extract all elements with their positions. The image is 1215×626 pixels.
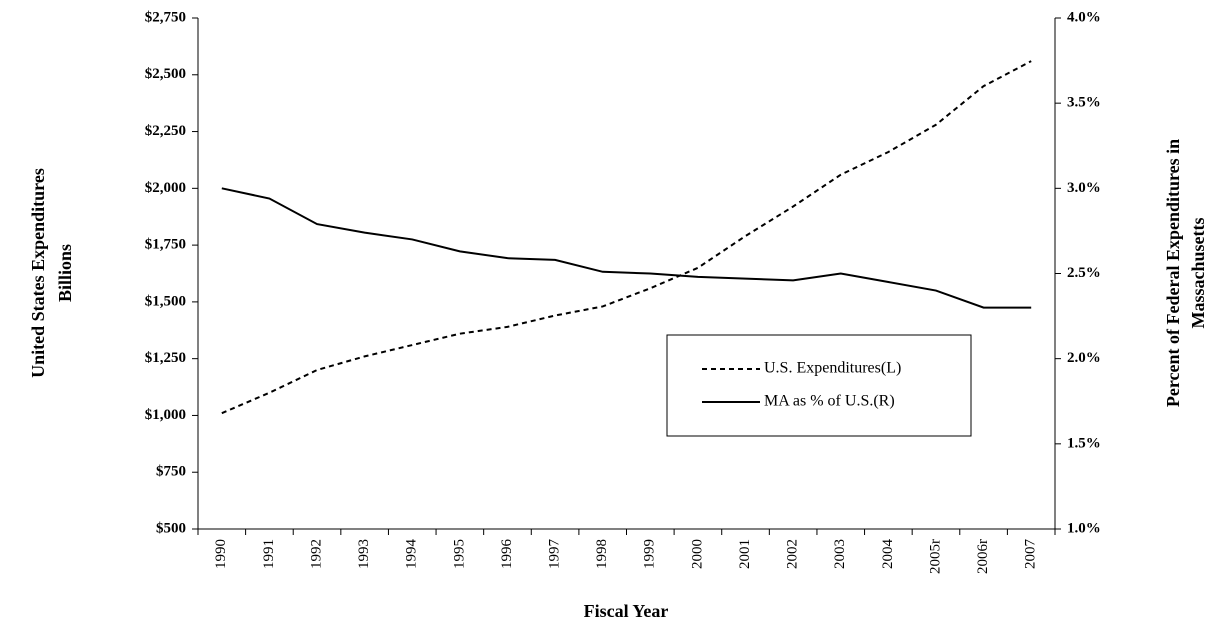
- x-tick-label: 1998: [594, 539, 610, 569]
- y2-tick-label: 2.0%: [1067, 350, 1101, 366]
- y-axis-title: Billions: [55, 244, 75, 302]
- y2-tick-label: 4.0%: [1067, 9, 1101, 25]
- y2-tick-label: 1.0%: [1067, 520, 1101, 536]
- x-tick-label: 2004: [880, 539, 896, 570]
- y2-tick-label: 1.5%: [1067, 435, 1101, 451]
- y-tick-label: $1,500: [145, 293, 186, 309]
- x-tick-label: 2007: [1023, 539, 1039, 570]
- y2-axis-title: Massachusetts: [1188, 218, 1208, 329]
- y2-tick-label: 3.5%: [1067, 95, 1101, 111]
- y-tick-label: $2,250: [145, 123, 186, 139]
- y2-tick-label: 2.5%: [1067, 265, 1101, 281]
- series-line: [221, 60, 1032, 415]
- x-axis-title: Fiscal Year: [584, 601, 669, 621]
- y-tick-label: $1,000: [145, 407, 186, 423]
- x-tick-label: 2002: [785, 539, 801, 569]
- x-tick-label: 1996: [499, 539, 515, 570]
- legend-label: MA as % of U.S.(R): [764, 393, 895, 410]
- x-tick-label: 1999: [642, 539, 658, 569]
- y-axis-title: United States Expenditures: [28, 168, 48, 378]
- x-tick-label: 1997: [547, 539, 563, 570]
- y-tick-label: $2,000: [145, 180, 186, 196]
- legend-label: U.S. Expenditures(L): [764, 360, 901, 377]
- x-tick-label: 2006r: [975, 539, 991, 574]
- x-tick-label: 1995: [451, 539, 467, 569]
- y-tick-label: $750: [156, 464, 186, 480]
- y-tick-label: $1,250: [145, 350, 186, 366]
- x-tick-label: 1991: [261, 539, 277, 569]
- x-tick-label: 1990: [213, 539, 229, 569]
- y-tick-label: $2,750: [145, 9, 186, 25]
- x-tick-label: 2001: [737, 539, 753, 569]
- y-tick-label: $500: [156, 520, 186, 536]
- series-line: [221, 187, 1032, 309]
- x-tick-label: 2000: [689, 539, 705, 569]
- x-tick-label: 2003: [832, 539, 848, 569]
- legend: [666, 334, 972, 437]
- x-tick-label: 1994: [404, 539, 420, 570]
- x-tick-label: 1993: [356, 539, 372, 569]
- y2-axis-title: Percent of Federal Expenditures in: [1163, 139, 1183, 407]
- y2-tick-label: 3.0%: [1067, 180, 1101, 196]
- x-tick-label: 1992: [308, 539, 324, 569]
- y-tick-label: $1,750: [145, 237, 186, 253]
- y-tick-label: $2,500: [145, 66, 186, 82]
- x-tick-label: 2005r: [927, 539, 943, 574]
